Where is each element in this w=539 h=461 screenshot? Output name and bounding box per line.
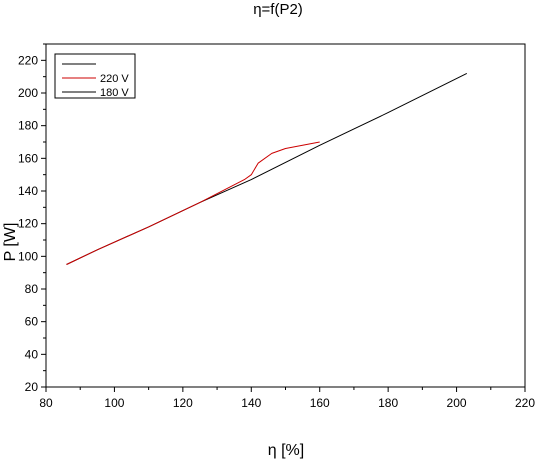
series-layer — [66, 72, 468, 265]
y-axis-title: P [W] — [2, 223, 19, 262]
series-line-180-v — [66, 72, 468, 265]
legend-label-220v: 220 V — [100, 73, 129, 85]
y-tick-label: 140 — [18, 184, 38, 198]
x-tick-label: 100 — [104, 396, 124, 410]
x-tick-label: 80 — [39, 396, 53, 410]
x-tick-label: 180 — [378, 396, 398, 410]
x-tick-label: 160 — [310, 396, 330, 410]
chart-title-text: η=f(P2) — [253, 1, 303, 18]
x-axis-title: η [%] — [268, 442, 304, 459]
y-tick-label: 100 — [18, 249, 38, 263]
x-tick-label: 220 — [515, 396, 535, 410]
y-tick-label: 120 — [18, 217, 38, 231]
legend-box — [54, 53, 136, 99]
x-axis: 80 100 120 140 160 180 200 220 — [39, 387, 535, 410]
y-tick-label: 180 — [18, 119, 38, 133]
legend-label-180v: 180 V — [100, 87, 129, 99]
x-tick-label: 120 — [173, 396, 193, 410]
x-tick-label: 200 — [447, 396, 467, 410]
y-tick-label: 160 — [18, 151, 38, 165]
y-tick-label: 200 — [18, 86, 38, 100]
y-tick-label: 80 — [25, 282, 39, 296]
y-axis: 20 40 60 80 100 120 140 160 180 200 220 — [18, 43, 46, 394]
series-line-220-v — [66, 141, 320, 265]
y-tick-label: 60 — [25, 315, 39, 329]
legend: 220 V 180 V — [54, 53, 136, 99]
y-tick-label: 220 — [18, 53, 38, 67]
y-tick-label: 20 — [25, 380, 39, 394]
chart-title: η=f(P2) — [253, 1, 303, 18]
y-tick-label: 40 — [25, 347, 39, 361]
x-tick-label: 140 — [241, 396, 261, 410]
